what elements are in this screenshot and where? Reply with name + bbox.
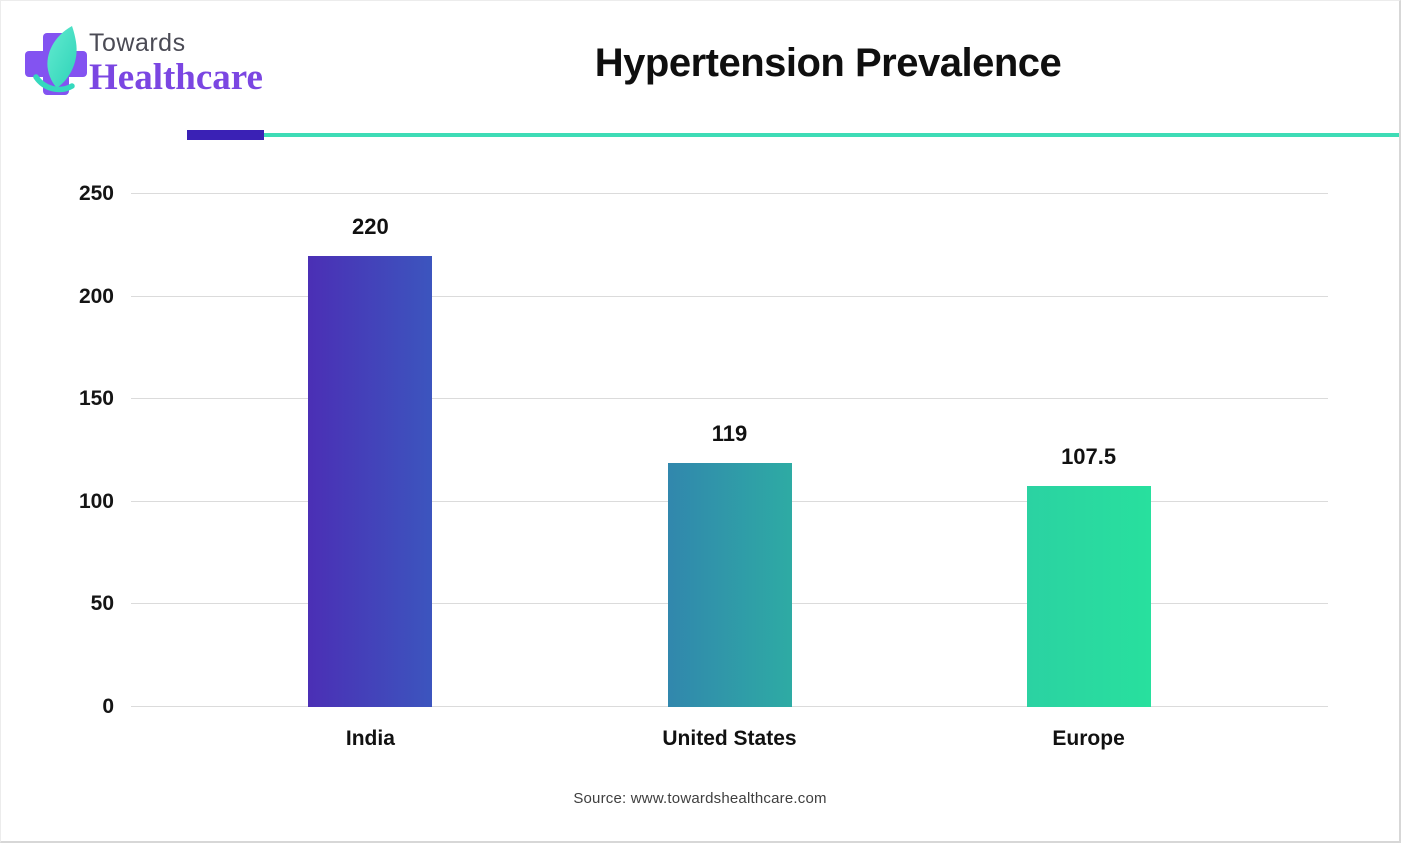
gridline-250 [131,193,1328,194]
divider-accent-bar [187,130,264,140]
bar-united-states [667,462,792,707]
source-text: Source: www.towardshealthcare.com [573,790,827,807]
brand-logo: Towards Healthcare [25,26,285,101]
x-category-label-europe: Europe [1052,727,1125,750]
brand-word-healthcare: Healthcare [89,57,263,98]
x-category-label-india: India [345,727,395,750]
divider-line [264,133,1399,137]
chart-title: Hypertension Prevalence [594,41,1062,85]
y-tick-label-250: 250 [78,182,114,205]
y-tick-label-0: 0 [102,695,114,718]
brand-wordmark: Towards Healthcare [89,29,289,99]
x-category-label-united-states: United States [662,727,797,750]
plot-area: 0 50 100 150 200 250 220 India 119 United States 1… [79,182,1328,750]
brand-word-towards: Towards [89,29,186,57]
y-tick-label-150: 150 [78,387,114,411]
medical-cross-leaf-icon [25,26,87,95]
value-label-united-states: 119 [711,420,748,446]
bar-europe [1026,486,1151,707]
value-label-europe: 107.5 [1061,444,1117,470]
y-tick-label-50: 50 [90,592,114,616]
y-tick-label-100: 100 [78,489,114,513]
y-tick-label-200: 200 [78,284,114,308]
leaf-icon [33,26,77,93]
gridline-150 [131,398,1328,400]
bar-india [308,255,433,707]
gridline-200 [131,295,1328,297]
value-label-india: 220 [352,213,389,239]
